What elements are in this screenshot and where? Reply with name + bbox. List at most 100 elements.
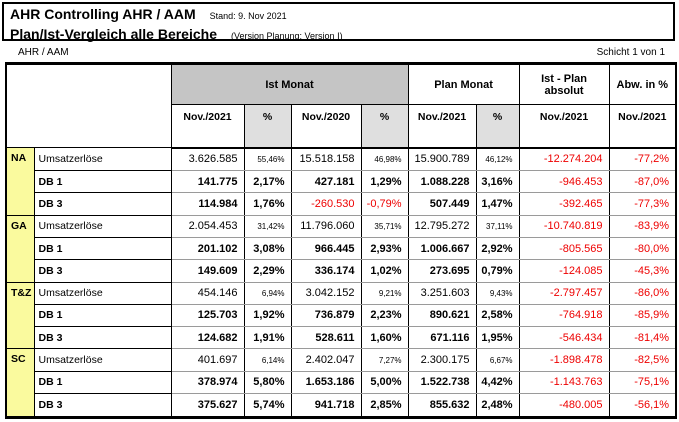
value-cell: -56,1% bbox=[608, 393, 677, 419]
group-header-row: Ist Monat Plan Monat Ist - Plan absolut … bbox=[5, 63, 677, 148]
value-cell: 5,00% bbox=[360, 371, 409, 394]
value-cell: -480.005 bbox=[518, 393, 610, 419]
value-cell: 1,47% bbox=[475, 192, 520, 216]
row-label: DB 3 bbox=[33, 192, 172, 216]
value-cell: 2.402.047 bbox=[290, 348, 362, 372]
value-cell: 1,92% bbox=[243, 304, 292, 328]
row-label: DB 3 bbox=[33, 393, 172, 419]
row-label: Umsatzerlöse bbox=[33, 215, 172, 238]
value-cell: 15.518.158 bbox=[290, 147, 362, 172]
value-cell: 671.116 bbox=[407, 326, 477, 350]
column-header: Nov./2021 bbox=[518, 104, 610, 149]
value-cell: 125.703 bbox=[170, 304, 245, 328]
area-label: T&Z bbox=[5, 282, 35, 350]
value-cell: 2,48% bbox=[475, 393, 520, 419]
value-cell: 3.042.152 bbox=[290, 282, 362, 305]
value-cell: 736.879 bbox=[290, 304, 362, 328]
value-cell: -10.740.819 bbox=[518, 215, 610, 238]
value-cell: 2,17% bbox=[243, 170, 292, 194]
column-header: Nov./2020 bbox=[290, 104, 362, 149]
value-cell: 9,43% bbox=[475, 282, 520, 305]
value-cell: 2,92% bbox=[475, 237, 520, 261]
row-label: DB 1 bbox=[33, 237, 172, 261]
value-cell: 1.522.738 bbox=[407, 371, 477, 394]
value-cell: 7,27% bbox=[360, 348, 409, 372]
table-row: DB 1 378.974 5,80% 1.653.186 5,00% 1.522.738 4… bbox=[6, 371, 677, 394]
value-cell: -77,2% bbox=[608, 147, 677, 172]
area-label: GA bbox=[5, 215, 35, 283]
column-header: Nov./2021 bbox=[170, 104, 245, 149]
value-cell: 5,80% bbox=[243, 371, 292, 394]
row-label: DB 1 bbox=[33, 170, 172, 194]
value-cell: 124.682 bbox=[170, 326, 245, 350]
value-cell: -86,0% bbox=[608, 282, 677, 305]
group-header-ist-monat: Ist Monat bbox=[170, 63, 409, 105]
scope-label: AHR / AAM bbox=[18, 47, 69, 58]
value-cell: 15.900.789 bbox=[407, 147, 477, 172]
table-row: DB 1 125.703 1,92% 736.879 2,23% 890.621 2,58%… bbox=[6, 304, 677, 328]
value-cell: 46,12% bbox=[475, 147, 520, 172]
value-cell: 2,29% bbox=[243, 259, 292, 283]
page-subtitle: Plan/Ist-Vergleich alle Bereiche bbox=[10, 26, 217, 42]
value-cell: 1,29% bbox=[360, 170, 409, 194]
value-cell: 149.609 bbox=[170, 259, 245, 283]
value-cell: -77,3% bbox=[608, 192, 677, 216]
table-row: DB 3 375.627 5,74% 941.718 2,85% 855.632 2,48%… bbox=[6, 393, 677, 419]
value-cell: 3,16% bbox=[475, 170, 520, 194]
value-cell: -83,9% bbox=[608, 215, 677, 238]
value-cell: -124.085 bbox=[518, 259, 610, 283]
value-cell: 336.174 bbox=[290, 259, 362, 283]
value-cell: 1.006.667 bbox=[407, 237, 477, 261]
column-header-row: Nov./2021 % Nov./2020 % Nov./2021 % Nov.… bbox=[6, 104, 677, 149]
table-row: DB 3 114.984 1,76% -260.530 -0,79% 507.449 1,4… bbox=[6, 192, 677, 216]
row-label: Umsatzerlöse bbox=[33, 282, 172, 305]
table-row: DB 1 141.775 2,17% 427.181 1,29% 1.088.228 3,1… bbox=[6, 170, 677, 194]
value-cell: -85,9% bbox=[608, 304, 677, 328]
row-label: Umsatzerlöse bbox=[33, 348, 172, 372]
value-cell: 2,23% bbox=[360, 304, 409, 328]
value-cell: 9,21% bbox=[360, 282, 409, 305]
value-cell: 2.054.453 bbox=[170, 215, 245, 238]
value-cell: 966.445 bbox=[290, 237, 362, 261]
value-cell: -805.565 bbox=[518, 237, 610, 261]
value-cell: 507.449 bbox=[407, 192, 477, 216]
value-cell: 55,46% bbox=[243, 147, 292, 172]
value-cell: 12.795.272 bbox=[407, 215, 477, 238]
value-cell: 401.697 bbox=[170, 348, 245, 372]
page-title: AHR Controlling AHR / AAM bbox=[10, 6, 196, 22]
plan-ist-comparison-table: Ist Monat Plan Monat Ist - Plan absolut … bbox=[5, 62, 678, 419]
planning-version-label: (Version Planung: Version I) bbox=[231, 31, 343, 41]
value-cell: 1,91% bbox=[243, 326, 292, 350]
value-cell: 1,60% bbox=[360, 326, 409, 350]
value-cell: 3,08% bbox=[243, 237, 292, 261]
value-cell: -392.465 bbox=[518, 192, 610, 216]
value-cell: 528.611 bbox=[290, 326, 362, 350]
area-label: SC bbox=[5, 348, 35, 418]
value-cell: 855.632 bbox=[407, 393, 477, 419]
value-cell: 427.181 bbox=[290, 170, 362, 194]
value-cell: 2,58% bbox=[475, 304, 520, 328]
table-row: GA Umsatzerlöse 2.054.453 31,42% 11.796.060 3… bbox=[5, 215, 677, 283]
value-cell: 273.695 bbox=[407, 259, 477, 283]
column-header-percent: % bbox=[475, 104, 520, 149]
report-title-box: AHR Controlling AHR / AAM Stand: 9. Nov 2… bbox=[2, 2, 675, 42]
value-cell: -80,0% bbox=[608, 237, 677, 261]
value-cell: -87,0% bbox=[608, 170, 677, 194]
value-cell: 6,94% bbox=[243, 282, 292, 305]
value-cell: 201.102 bbox=[170, 237, 245, 261]
table-row: NA Umsatzerlöse 3.626.585 55,46% 15.518.158 4… bbox=[5, 147, 677, 216]
value-cell: 0,79% bbox=[475, 259, 520, 283]
column-header-percent: % bbox=[360, 104, 409, 149]
group-header-ist-plan-absolut: Ist - Plan absolut bbox=[518, 63, 610, 105]
column-header: Nov./2021 bbox=[407, 104, 477, 149]
column-header-percent: % bbox=[243, 104, 292, 149]
value-cell: 6,14% bbox=[243, 348, 292, 372]
column-header: Nov./2021 bbox=[608, 104, 677, 149]
value-cell: -12.274.204 bbox=[518, 147, 610, 172]
group-header-abw-in-pct: Abw. in % bbox=[608, 63, 677, 105]
value-cell: 378.974 bbox=[170, 371, 245, 394]
value-cell: -45,3% bbox=[608, 259, 677, 283]
table-row: T&Z Umsatzerlöse 454.146 6,94% 3.042.152 9,21… bbox=[5, 282, 677, 350]
value-cell: -82,5% bbox=[608, 348, 677, 372]
value-cell: 890.621 bbox=[407, 304, 477, 328]
